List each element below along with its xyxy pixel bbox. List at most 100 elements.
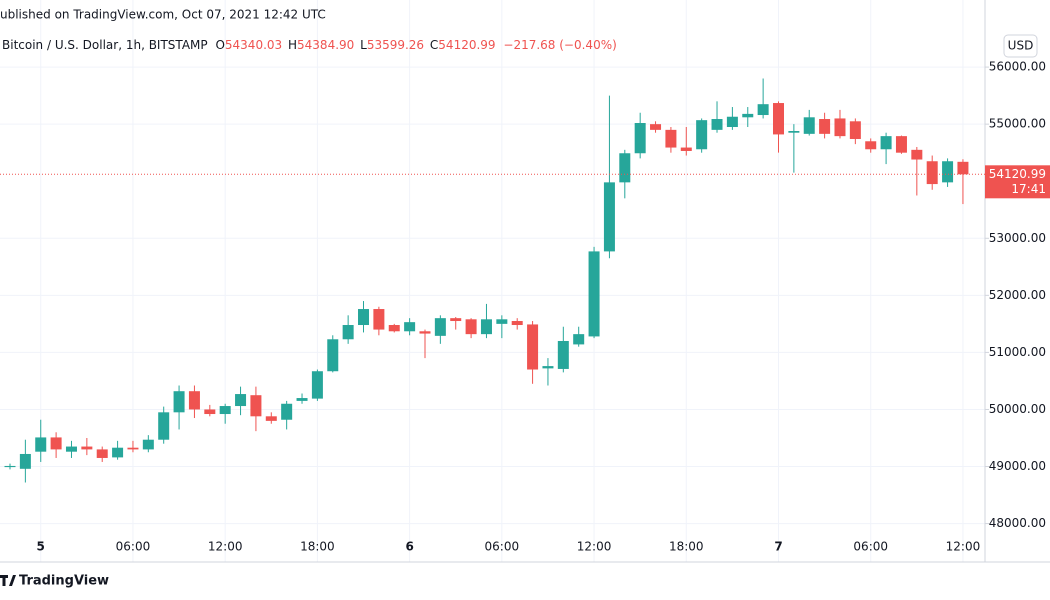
- candle-body: [373, 309, 385, 330]
- x-tick-label: 12:00: [946, 540, 981, 554]
- candle-body: [865, 141, 877, 150]
- x-tick-label: 18:00: [300, 540, 335, 554]
- currency-label[interactable]: USD: [1008, 39, 1034, 53]
- candle-body: [419, 331, 431, 334]
- published-note: ublished on TradingView.com, Oct 07, 202…: [0, 8, 326, 22]
- low-label: L: [360, 38, 367, 52]
- y-tick-label: 55000.00: [989, 117, 1046, 131]
- candle-body: [281, 403, 293, 420]
- close-label: C: [430, 38, 438, 52]
- logo: TradingView: [0, 574, 109, 589]
- last-price-label: 54120.99: [989, 167, 1046, 181]
- candle-body: [204, 409, 216, 415]
- candle-body: [250, 395, 262, 417]
- logo-icon: [0, 575, 16, 586]
- y-tick-label: 48000.00: [989, 516, 1046, 530]
- candle-body: [634, 123, 646, 154]
- candle-body: [311, 371, 323, 399]
- candle-body: [742, 113, 754, 118]
- candle-body: [911, 149, 923, 160]
- x-tick-label: 06:00: [485, 540, 520, 554]
- candle-body: [542, 366, 554, 369]
- grid: [0, 0, 985, 562]
- candle-body: [619, 153, 631, 183]
- candle-body: [127, 447, 139, 450]
- candle-body: [342, 325, 354, 340]
- candle-body: [434, 318, 446, 336]
- candles: [4, 78, 969, 483]
- high-value: 54384.90: [297, 38, 354, 52]
- candle-body: [588, 251, 600, 337]
- candle-body: [404, 322, 416, 332]
- candle-body: [188, 391, 200, 410]
- candle-body: [96, 449, 108, 458]
- x-tick-label: 18:00: [669, 540, 704, 554]
- candle-body: [557, 340, 569, 369]
- candle-body: [957, 161, 969, 175]
- candle-body: [603, 182, 615, 252]
- candle-body: [65, 446, 77, 452]
- candle-body: [235, 394, 247, 407]
- candle-body: [112, 447, 124, 458]
- low-value: 53599.26: [367, 38, 424, 52]
- x-tick-label: 06:00: [116, 540, 151, 554]
- y-tick-label: 52000.00: [989, 288, 1046, 302]
- candle-body: [327, 339, 339, 372]
- candle-body: [219, 406, 231, 415]
- candle-body: [757, 104, 769, 116]
- close-value: 54120.99: [438, 38, 495, 52]
- x-tick-label: 5: [37, 540, 45, 554]
- candle-body: [450, 318, 462, 322]
- open-label: O: [215, 38, 224, 52]
- candle-body: [849, 121, 861, 139]
- candle-body: [696, 120, 708, 150]
- candle-body: [296, 398, 308, 401]
- x-tick-label: 6: [405, 540, 413, 554]
- candle-body: [527, 324, 539, 370]
- candle-body: [35, 437, 47, 452]
- candle-body: [665, 129, 677, 148]
- candle-body: [895, 136, 907, 153]
- candle-body: [511, 321, 523, 326]
- symbol: Bitcoin / U.S. Dollar, 1h, BITSTAMP: [2, 38, 208, 52]
- candle-body: [773, 103, 784, 135]
- countdown-label: 17:41: [1011, 182, 1046, 196]
- candle-body: [788, 131, 800, 133]
- y-tick-label: 49000.00: [989, 459, 1046, 473]
- last-price-box: [985, 165, 1050, 199]
- y-tick-label: 53000.00: [989, 231, 1046, 245]
- symbol-legend: Bitcoin / U.S. Dollar, 1h, BITSTAMP O543…: [2, 38, 617, 52]
- candle-body: [158, 412, 170, 440]
- candle-body: [265, 416, 277, 421]
- candle-body: [50, 437, 62, 450]
- candle-body: [496, 319, 508, 324]
- currency-button[interactable]: [1003, 34, 1038, 58]
- candle-body: [81, 446, 93, 450]
- candle-body: [880, 136, 892, 150]
- candle-body: [573, 334, 585, 345]
- candle-body: [465, 319, 477, 335]
- high-label: H: [288, 38, 297, 52]
- x-tick-label: 12:00: [577, 540, 612, 554]
- candle-body: [726, 116, 738, 128]
- candle-body: [834, 118, 846, 137]
- candle-body: [680, 147, 692, 151]
- candle-body: [711, 119, 723, 130]
- candle-body: [942, 161, 954, 183]
- candle-body: [926, 161, 938, 185]
- change: −217.68 (−0.40%): [503, 38, 616, 52]
- x-tick-label: 12:00: [208, 540, 243, 554]
- candle-body: [819, 119, 831, 134]
- y-tick-label: 51000.00: [989, 345, 1046, 359]
- x-tick-label: 06:00: [853, 540, 888, 554]
- candle-body: [19, 453, 31, 469]
- candle-body: [173, 391, 185, 413]
- candle-body: [650, 124, 662, 130]
- candle-body: [480, 319, 492, 335]
- candle-body: [142, 439, 154, 450]
- candle-body: [4, 465, 16, 468]
- y-tick-label: 56000.00: [989, 60, 1046, 74]
- open-value: 54340.03: [225, 38, 282, 52]
